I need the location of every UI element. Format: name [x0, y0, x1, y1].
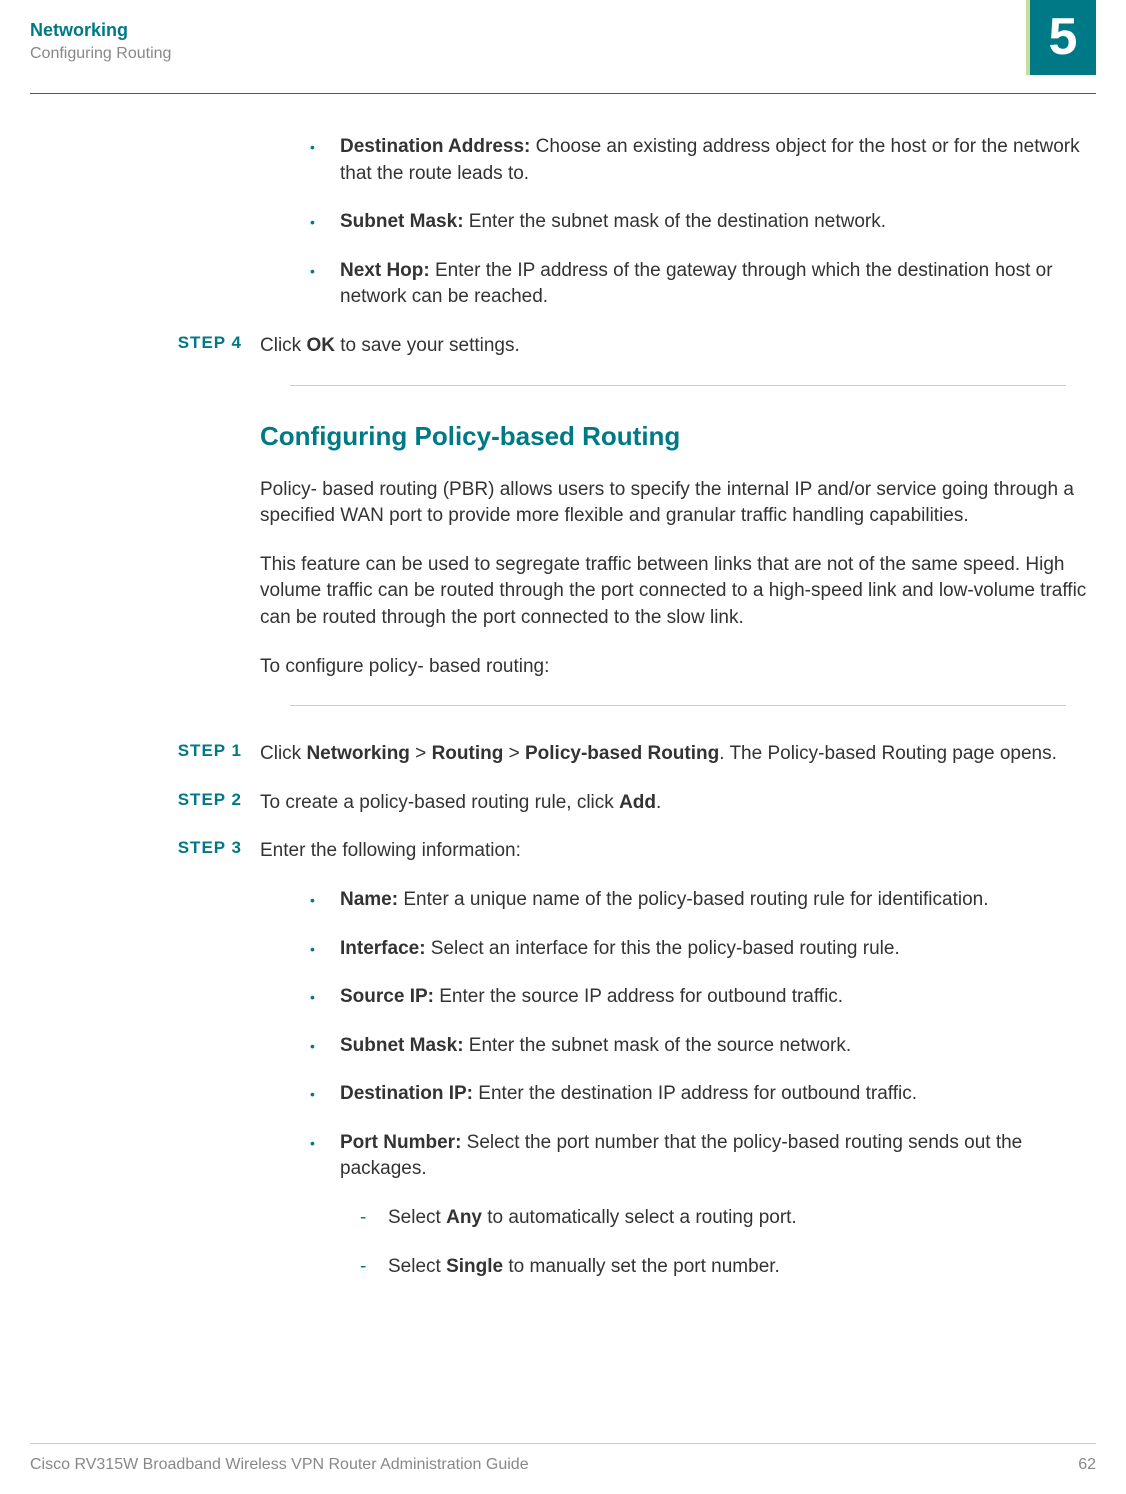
field-text: Enter the destination IP address for out…: [473, 1083, 917, 1104]
step-1-label: STEP 1: [30, 741, 260, 768]
field-label: Interface:: [340, 938, 426, 959]
step-4-prefix: Click: [260, 335, 306, 356]
field-label: Name:: [340, 889, 398, 910]
bullet-destination-address: Destination Address: Choose an existing …: [310, 134, 1096, 187]
step-3-row: STEP 3 Enter the following information:: [30, 838, 1096, 865]
section-divider-2: [290, 705, 1066, 706]
bullet-subnet-mask: Subnet Mask: Enter the subnet mask of th…: [310, 209, 1096, 236]
bold: Any: [446, 1207, 482, 1228]
bullet-next-hop: Next Hop: Enter the IP address of the ga…: [310, 258, 1096, 311]
step-2-body: To create a policy-based routing rule, c…: [260, 790, 1096, 817]
step-4-bold: OK: [306, 335, 335, 356]
section-para-1: Policy- based routing (PBR) allows users…: [260, 477, 1096, 530]
field-text: Enter the subnet mask of the destination…: [464, 211, 886, 232]
bullet-port-number: Port Number: Select the port number that…: [310, 1130, 1096, 1183]
port-options-list: Select Any to automatically select a rou…: [360, 1205, 1096, 1280]
section-para-2: This feature can be used to segregate tr…: [260, 552, 1096, 632]
chapter-number-badge: 5: [1026, 0, 1096, 75]
step-1-row: STEP 1 Click Networking > Routing > Poli…: [30, 741, 1096, 768]
bullet-interface: Interface: Select an interface for this …: [310, 936, 1096, 963]
field-text: Enter a unique name of the policy-based …: [398, 889, 988, 910]
field-bullet-list: Name: Enter a unique name of the policy-…: [310, 887, 1096, 1183]
content-area: Destination Address: Choose an existing …: [0, 94, 1126, 1280]
step-4-suffix: to save your settings.: [335, 335, 520, 356]
text: >: [410, 743, 432, 764]
footer-page-number: 62: [1078, 1456, 1096, 1474]
header-subtitle: Configuring Routing: [30, 45, 1096, 63]
text: to manually set the port number.: [503, 1256, 780, 1277]
field-label: Port Number:: [340, 1132, 461, 1153]
field-label: Subnet Mask:: [340, 211, 464, 232]
step-2-label: STEP 2: [30, 790, 260, 817]
bold: Policy-based Routing: [525, 743, 719, 764]
step-4-row: STEP 4 Click OK to save your settings.: [30, 333, 1096, 360]
port-option-single: Select Single to manually set the port n…: [360, 1254, 1096, 1281]
section-divider-1: [290, 385, 1066, 386]
bullet-source-ip: Source IP: Enter the source IP address f…: [310, 984, 1096, 1011]
section-para-3: To configure policy- based routing:: [260, 654, 1096, 681]
step-4-label: STEP 4: [30, 333, 260, 360]
field-label: Destination Address:: [340, 136, 530, 157]
section-heading: Configuring Policy-based Routing: [260, 421, 1096, 452]
text: Select: [388, 1207, 446, 1228]
bold: Add: [619, 792, 656, 813]
bullet-destination-ip: Destination IP: Enter the destination IP…: [310, 1081, 1096, 1108]
header-title: Networking: [30, 20, 1096, 41]
text: . The Policy-based Routing page opens.: [719, 743, 1057, 764]
footer-guide-title: Cisco RV315W Broadband Wireless VPN Rout…: [30, 1456, 529, 1474]
step-3-body: Enter the following information:: [260, 838, 1096, 865]
field-text: Enter the subnet mask of the source netw…: [464, 1035, 852, 1056]
text: To create a policy-based routing rule, c…: [260, 792, 619, 813]
page-footer: Cisco RV315W Broadband Wireless VPN Rout…: [30, 1443, 1096, 1474]
step-2-row: STEP 2 To create a policy-based routing …: [30, 790, 1096, 817]
bold: Networking: [306, 743, 409, 764]
field-label: Source IP:: [340, 986, 434, 1007]
field-text: Enter the source IP address for outbound…: [434, 986, 843, 1007]
text: Select: [388, 1256, 446, 1277]
bullet-name: Name: Enter a unique name of the policy-…: [310, 887, 1096, 914]
bullet-subnet-mask-2: Subnet Mask: Enter the subnet mask of th…: [310, 1033, 1096, 1060]
port-option-any: Select Any to automatically select a rou…: [360, 1205, 1096, 1232]
step-1-body: Click Networking > Routing > Policy-base…: [260, 741, 1096, 768]
bold: Routing: [432, 743, 504, 764]
bold: Single: [446, 1256, 503, 1277]
field-text: Enter the IP address of the gateway thro…: [340, 260, 1053, 308]
text: to automatically select a routing port.: [482, 1207, 797, 1228]
text: .: [656, 792, 661, 813]
text: Click: [260, 743, 306, 764]
field-label: Destination IP:: [340, 1083, 473, 1104]
page-header: Networking Configuring Routing 5: [0, 0, 1126, 73]
step-3-label: STEP 3: [30, 838, 260, 865]
top-bullet-list: Destination Address: Choose an existing …: [310, 134, 1096, 311]
field-label: Next Hop:: [340, 260, 430, 281]
text: >: [503, 743, 525, 764]
field-label: Subnet Mask:: [340, 1035, 464, 1056]
field-text: Select an interface for this the policy-…: [426, 938, 900, 959]
step-4-body: Click OK to save your settings.: [260, 333, 1096, 360]
